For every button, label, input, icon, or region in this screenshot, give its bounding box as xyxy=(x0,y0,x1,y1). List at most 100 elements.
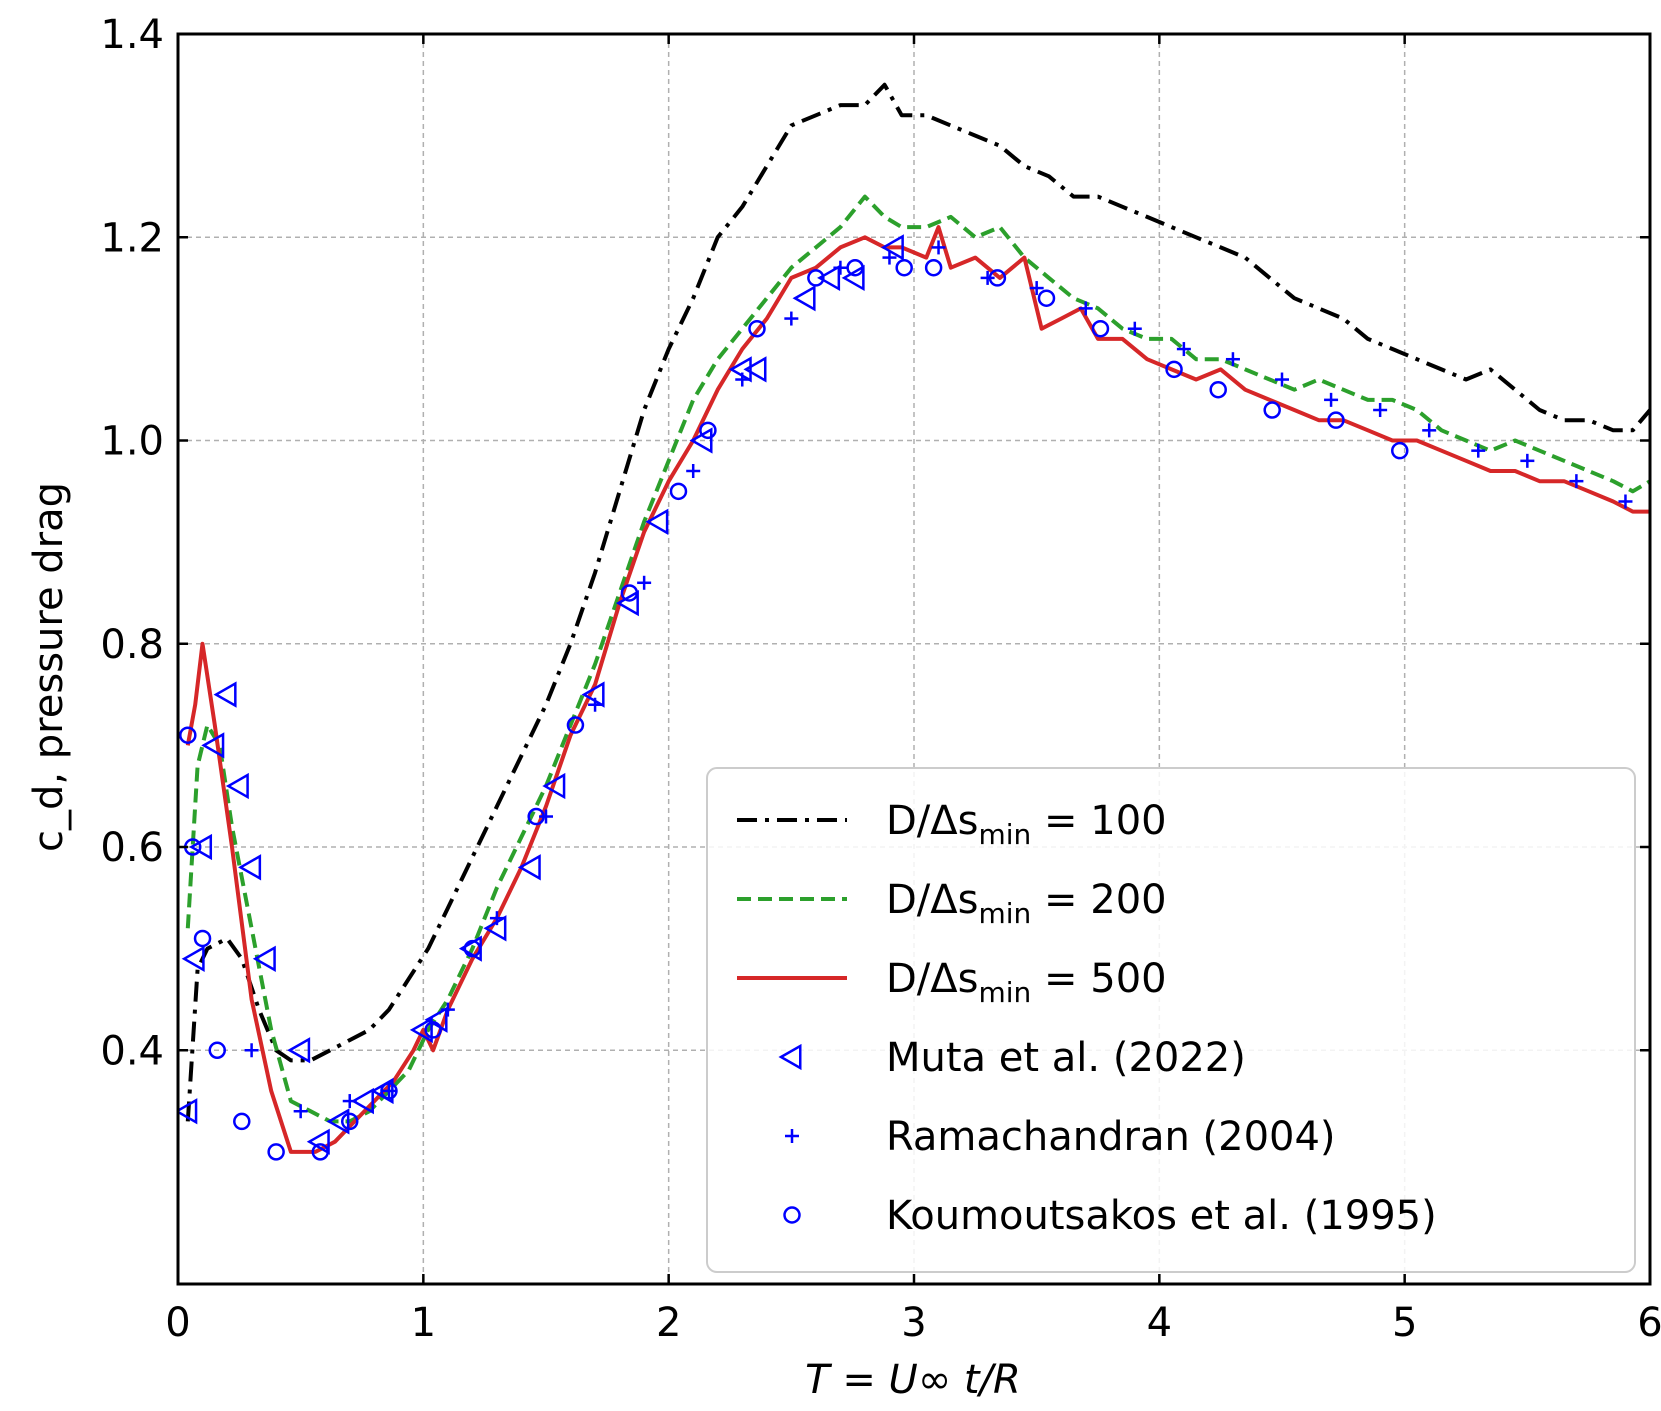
ramachandran-marker xyxy=(342,1094,357,1109)
tick-labels: 0 1 2 3 4 5 6 0.4 0.6 0.8 1.0 1.2 1.4 xyxy=(100,12,1661,1346)
muta-marker xyxy=(841,264,865,292)
koumoutsakos-marker xyxy=(424,1021,442,1039)
muta-marker xyxy=(581,681,605,708)
ramachandran-marker xyxy=(539,809,553,824)
ramachandran-marker xyxy=(833,260,848,275)
koumoutsakos-marker xyxy=(699,421,717,440)
muta-marker xyxy=(424,1006,448,1033)
muta-marker xyxy=(645,508,669,535)
y-tick-label: 1.4 xyxy=(100,12,164,58)
ramachandran-marker xyxy=(1078,301,1093,316)
ramachandran-marker xyxy=(686,463,701,478)
x-tick-label: 5 xyxy=(1392,1300,1417,1346)
legend-label: D/Δsmin = 100 xyxy=(886,798,1167,851)
series-line-0 xyxy=(185,82,1650,1122)
koumoutsakos-marker xyxy=(463,939,482,958)
koumoutsakos-marker xyxy=(527,807,545,826)
muta-marker xyxy=(517,854,541,881)
muta-marker xyxy=(213,681,237,708)
plot-area xyxy=(178,82,1650,1161)
koumoutsakos-marker xyxy=(340,1112,359,1131)
muta-marker xyxy=(287,1037,311,1064)
legend-label: Koumoutsakos et al. (1995) xyxy=(886,1193,1437,1239)
koumoutsakos-marker xyxy=(807,269,825,287)
series-5-markers xyxy=(179,258,1409,1161)
legend-label: D/Δsmin = 500 xyxy=(886,956,1167,1009)
koumoutsakos-marker xyxy=(620,584,639,602)
muta-marker xyxy=(817,264,841,292)
koumoutsakos-marker xyxy=(179,726,197,744)
ramachandran-marker xyxy=(1422,423,1437,438)
koumoutsakos-marker xyxy=(1091,319,1110,338)
koumoutsakos-marker xyxy=(924,258,943,277)
koumoutsakos-marker xyxy=(267,1143,285,1161)
muta-marker xyxy=(728,356,752,383)
koumoutsakos-marker xyxy=(1165,360,1183,379)
ramachandran-marker xyxy=(489,911,504,926)
legend-entry-5: Koumoutsakos et al. (1995) xyxy=(783,1193,1437,1239)
ramachandran-marker xyxy=(1324,392,1339,407)
x-tick-label: 1 xyxy=(411,1300,436,1346)
ramachandran-marker xyxy=(637,575,652,590)
muta-marker xyxy=(252,945,276,972)
muta-marker xyxy=(225,772,249,800)
ramachandran-marker xyxy=(381,1083,396,1098)
x-tick-label: 6 xyxy=(1637,1300,1661,1346)
x-axis-label: T = U∞ t/R xyxy=(805,1357,1021,1403)
legend-entry-0: D/Δsmin = 100 xyxy=(737,798,1167,851)
koumoutsakos-marker xyxy=(988,269,1007,287)
y-tick-label: 1.2 xyxy=(100,215,164,261)
legend-entry-2: D/Δsmin = 500 xyxy=(737,956,1167,1009)
muta-marker xyxy=(178,1098,198,1125)
koumoutsakos-marker xyxy=(846,258,864,277)
muta-marker xyxy=(542,772,566,800)
koumoutsakos-marker xyxy=(380,1082,398,1100)
legend-entry-1: D/Δsmin = 200 xyxy=(737,877,1167,930)
ramachandran-marker xyxy=(1127,321,1142,336)
y-axis-label: c_d, pressure drag xyxy=(26,482,72,852)
ramachandran-marker xyxy=(785,1129,799,1143)
axes xyxy=(176,32,1652,1286)
muta-marker xyxy=(792,285,816,312)
y-tick-label: 0.6 xyxy=(100,825,164,871)
muta-marker xyxy=(238,854,262,881)
koumoutsakos-marker xyxy=(566,716,585,734)
legend-label: Ramachandran (2004) xyxy=(886,1114,1336,1160)
muta-marker xyxy=(483,915,507,942)
koumoutsakos-marker xyxy=(669,482,688,501)
x-tick-label: 3 xyxy=(901,1300,926,1346)
ramachandran-marker xyxy=(1520,453,1535,468)
ramachandran-marker xyxy=(1471,443,1486,458)
ramachandran-marker xyxy=(931,240,946,255)
muta-marker xyxy=(350,1087,374,1115)
koumoutsakos-marker xyxy=(1037,289,1056,307)
ramachandran-marker xyxy=(293,1104,308,1119)
x-tick-label: 4 xyxy=(1147,1300,1172,1346)
y-tick-label: 0.8 xyxy=(100,622,164,668)
x-tick-label: 0 xyxy=(165,1300,190,1346)
muta-marker xyxy=(880,234,904,261)
series-line-2 xyxy=(185,225,1650,1154)
koumoutsakos-marker xyxy=(208,1041,227,1060)
series-4-markers xyxy=(244,240,1633,1119)
legend-entry-4: Ramachandran (2004) xyxy=(785,1114,1336,1160)
koumoutsakos-marker xyxy=(783,1206,801,1224)
ramachandran-marker xyxy=(784,311,799,326)
koumoutsakos-marker xyxy=(895,258,913,277)
legend: D/Δsmin = 100 D/Δsmin = 200 D/Δsmin = 500 M… xyxy=(706,767,1636,1273)
koumoutsakos-marker xyxy=(1391,441,1409,460)
legend-frame xyxy=(706,767,1636,1273)
legend-entry-3: Muta et al. (2022) xyxy=(778,1035,1246,1081)
muta-marker xyxy=(181,945,205,972)
koumoutsakos-marker xyxy=(193,929,212,948)
ramachandran-marker xyxy=(882,250,897,265)
x-tick-label: 2 xyxy=(656,1300,681,1346)
ramachandran-marker xyxy=(1373,403,1388,418)
muta-marker xyxy=(201,732,225,759)
koumoutsakos-marker xyxy=(1209,380,1227,399)
ramachandran-marker xyxy=(588,697,603,712)
muta-marker xyxy=(326,1108,350,1135)
muta-marker xyxy=(743,356,767,383)
ramachandran-marker xyxy=(244,1043,259,1058)
